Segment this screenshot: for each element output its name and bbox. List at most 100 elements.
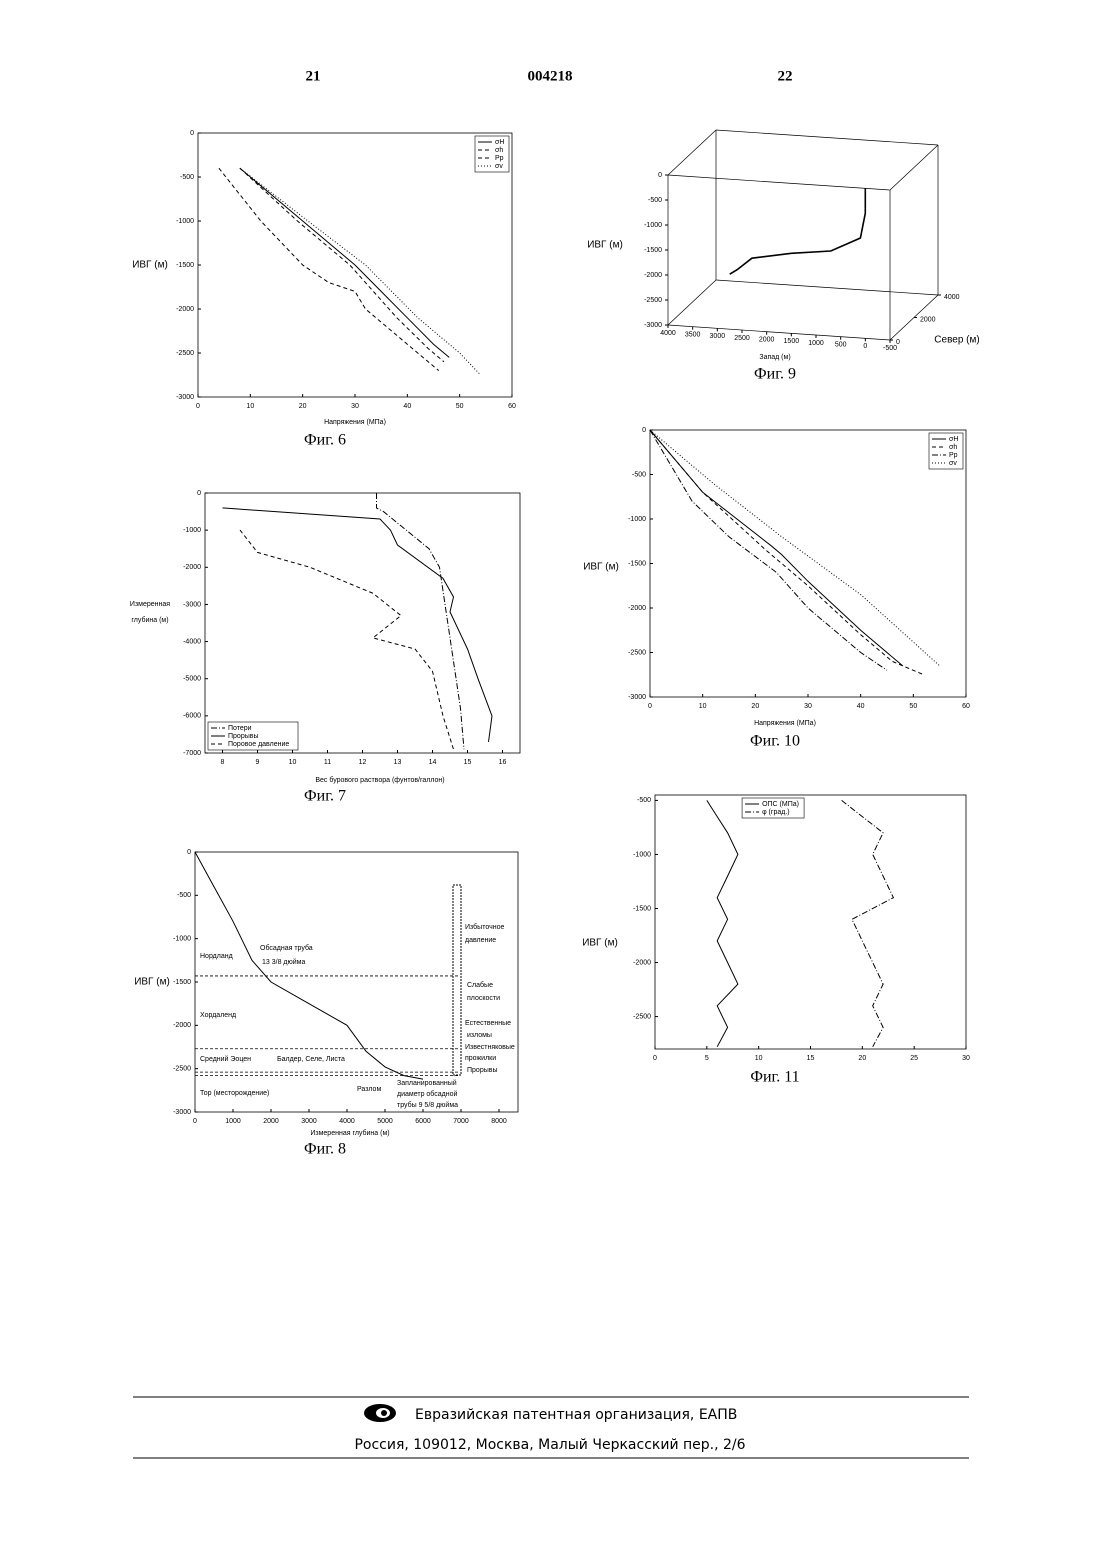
annotation: давление xyxy=(465,937,496,944)
figure-caption: Фиг. 11 xyxy=(750,1069,799,1086)
x-tick-label: 0 xyxy=(196,403,200,410)
x-tick-label: 0 xyxy=(863,343,867,350)
x-tick-label: 60 xyxy=(962,703,970,710)
annotation: прожилки xyxy=(465,1055,496,1062)
x-tick-label: 30 xyxy=(804,703,812,710)
x-tick-label: 2500 xyxy=(734,335,750,342)
annotation: Слабые xyxy=(467,981,493,989)
y-tick-label: -500 xyxy=(632,471,646,478)
x-tick-label: 15 xyxy=(464,759,472,766)
figure-caption: Фиг. 7 xyxy=(304,788,346,805)
x-tick-label: 15 xyxy=(807,1055,815,1062)
y-tick-label: -1000 xyxy=(176,218,194,225)
y-tick-label: -5000 xyxy=(183,676,201,683)
annotation: Запланированный xyxy=(397,1079,457,1087)
patent-number: 004218 xyxy=(528,68,573,84)
z-axis-label: ИВГ (м) xyxy=(587,240,623,251)
annotation: плоскости xyxy=(467,995,500,1002)
legend-label: Прорывы xyxy=(228,733,259,740)
x-tick-label: 25 xyxy=(910,1055,918,1062)
x-tick-label: 50 xyxy=(909,703,917,710)
y-tick-label: -1000 xyxy=(183,527,201,534)
address: Россия, 109012, Москва, Малый Черкасский… xyxy=(354,1437,745,1453)
x-tick-label: 14 xyxy=(429,759,437,766)
z-tick-label: -3000 xyxy=(644,322,662,329)
y-tick-label: 0 xyxy=(197,490,201,497)
x-tick-label: 20 xyxy=(299,403,307,410)
y-tick-label: -1500 xyxy=(628,560,646,567)
y-tick-label: -3000 xyxy=(183,601,201,608)
x-tick-label: 1000 xyxy=(808,340,824,347)
y-tick-label: -3000 xyxy=(176,394,194,401)
x-tick-label: 30 xyxy=(962,1055,970,1062)
z-tick-label: -2000 xyxy=(644,272,662,279)
x-axis-label: Напряжения (МПа) xyxy=(324,419,386,426)
x-tick-label: 13 xyxy=(394,759,402,766)
y-axis-label: ИВГ (м) xyxy=(583,562,619,573)
legend-label: σH xyxy=(495,139,504,146)
logo xyxy=(364,1404,396,1422)
y-tick-label: 0 xyxy=(896,339,900,346)
x-tick-label: 2000 xyxy=(263,1118,279,1125)
background xyxy=(0,0,1100,1556)
x-tick-label: 5000 xyxy=(377,1118,393,1125)
y-tick-label: -2000 xyxy=(173,1022,191,1029)
y-tick-label: -500 xyxy=(180,174,194,181)
legend-label: σv xyxy=(495,163,503,170)
page-canvas: 21 004218 22 Евразийская патентная орган… xyxy=(0,0,1100,1556)
x-tick-label: 11 xyxy=(324,759,331,766)
annotation: изломы xyxy=(467,1032,492,1039)
x-axis-label: Запад (м) xyxy=(759,354,790,361)
x-tick-label: 500 xyxy=(835,342,847,349)
x-tick-label: -500 xyxy=(883,345,897,352)
x-tick-label: 40 xyxy=(857,703,865,710)
y-tick-label: -7000 xyxy=(183,750,201,757)
legend-label: σH xyxy=(949,436,958,443)
x-tick-label: 10 xyxy=(699,703,707,710)
annotation: Хордаленд xyxy=(200,1012,236,1019)
annotation: Естественные xyxy=(465,1020,511,1027)
annotation: Избыточное xyxy=(465,923,504,931)
x-tick-label: 20 xyxy=(751,703,759,710)
annotation: Средний Эоцен xyxy=(200,1055,251,1063)
z-tick-label: -2500 xyxy=(644,297,662,304)
x-tick-label: 9 xyxy=(256,759,260,766)
x-tick-label: 1500 xyxy=(784,338,800,345)
x-tick-label: 4000 xyxy=(660,330,676,337)
x-tick-label: 50 xyxy=(456,403,464,410)
y-tick-label: -1500 xyxy=(173,979,191,986)
annotation: Обсадная труба xyxy=(260,944,313,952)
legend-label: Поровое давление xyxy=(228,741,289,748)
figure-caption: Фиг. 10 xyxy=(750,733,800,750)
z-tick-label: -1500 xyxy=(644,247,662,254)
annotation: Известняковые xyxy=(465,1044,515,1051)
x-tick-label: 3500 xyxy=(685,332,701,339)
y-tick-label: -6000 xyxy=(183,713,201,720)
annotation: Балдер, Селе, Листа xyxy=(277,1056,345,1063)
y-tick-label: -500 xyxy=(637,797,651,804)
x-tick-label: 0 xyxy=(653,1055,657,1062)
y-tick-label: -2500 xyxy=(628,649,646,656)
x-axis-label: Вес бурового раствора (фунтов/галлон) xyxy=(315,776,444,784)
legend-label: Потери xyxy=(228,725,252,732)
y-tick-label: -2000 xyxy=(183,564,201,571)
legend-label: Pp xyxy=(495,155,504,162)
x-tick-label: 10 xyxy=(289,759,297,766)
z-tick-label: -500 xyxy=(648,197,662,204)
y-tick-label: 2000 xyxy=(920,316,936,323)
y-tick-label: 0 xyxy=(190,130,194,137)
y-tick-label: -2000 xyxy=(633,959,651,966)
x-tick-label: 0 xyxy=(648,703,652,710)
figure-caption: Фиг. 9 xyxy=(754,366,796,383)
annotation: трубы 9 5/8 дюйма xyxy=(397,1101,458,1109)
y-tick-label: -1000 xyxy=(628,516,646,523)
y-axis-label: ИВГ (м) xyxy=(582,938,618,949)
x-tick-label: 8000 xyxy=(491,1118,507,1125)
annotation: 13 3/8 дюйма xyxy=(262,958,305,966)
x-tick-label: 40 xyxy=(403,403,411,410)
x-tick-label: 3000 xyxy=(710,333,726,340)
x-tick-label: 10 xyxy=(755,1055,763,1062)
y-axis-label: ИВГ (м) xyxy=(134,977,170,988)
y-tick-label: 0 xyxy=(642,427,646,434)
x-tick-label: 10 xyxy=(246,403,254,410)
